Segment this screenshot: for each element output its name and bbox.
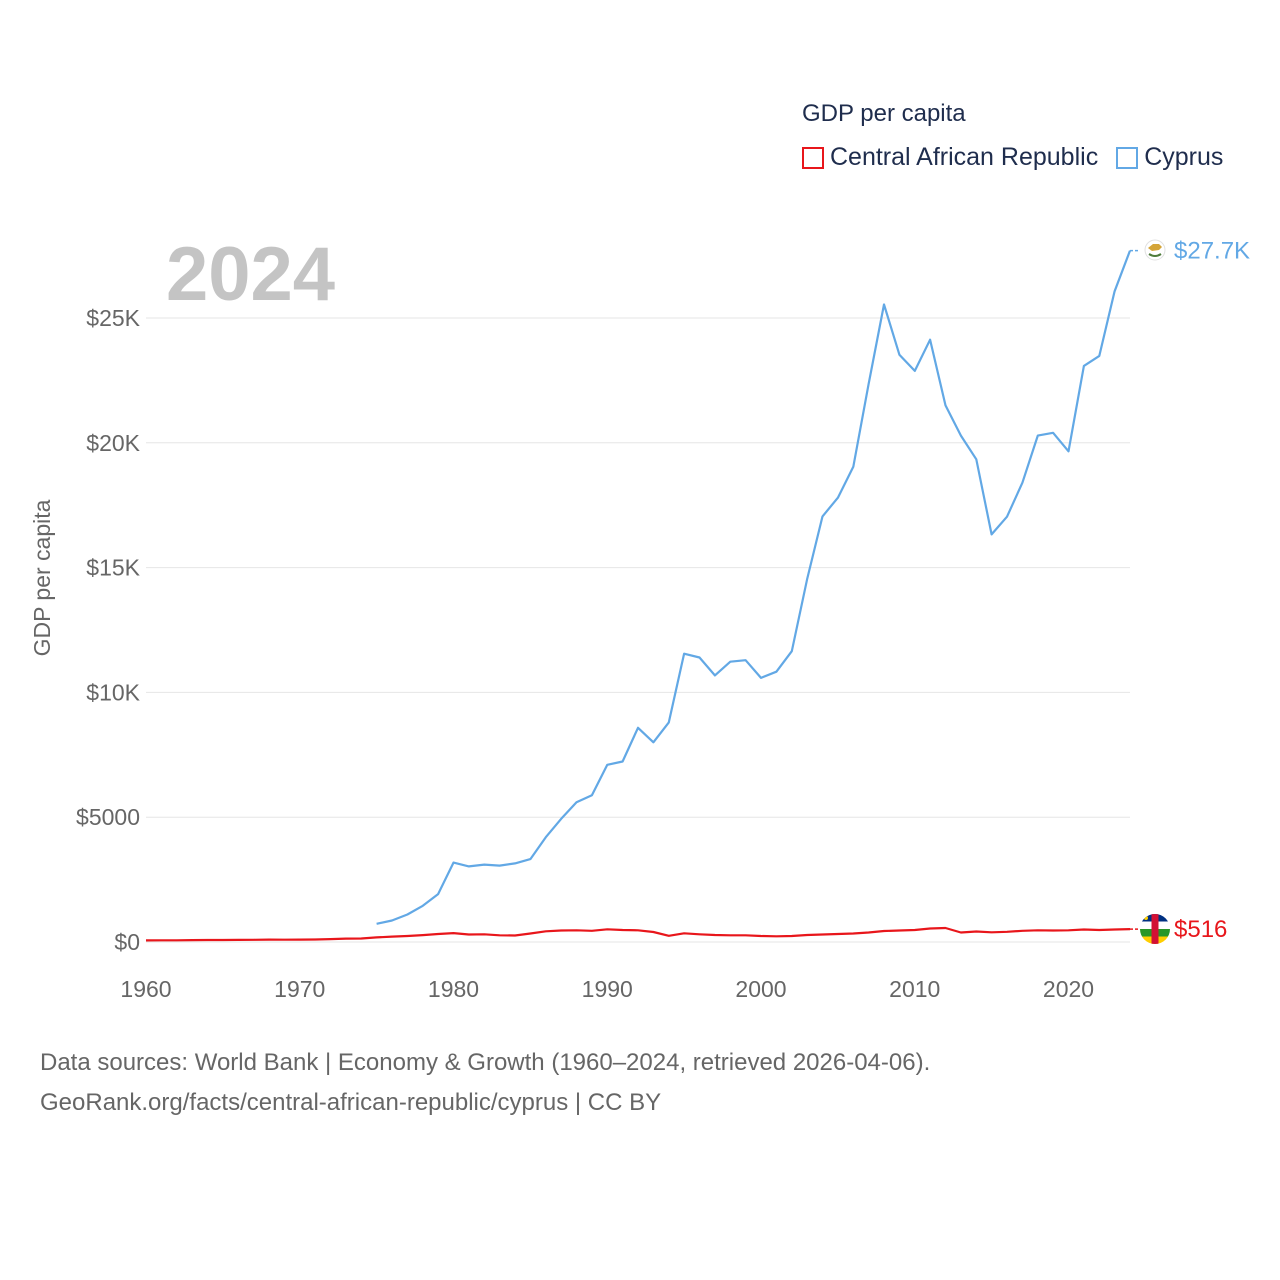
x-tick-label: 2000 — [735, 976, 786, 1002]
x-tick-labels: 1960 1970 1980 1990 2000 2010 2020 — [120, 976, 1094, 1002]
y-tick-label: $20K — [86, 430, 140, 456]
legend-label-cyprus: Cyprus — [1144, 143, 1224, 171]
gridlines — [146, 317, 1130, 943]
source-line-1: Data sources: World Bank | Economy & Gro… — [40, 1049, 931, 1076]
x-tick-label: 2020 — [1043, 976, 1094, 1002]
y-tick-label: $15K — [86, 555, 140, 581]
legend-swatch-central-african-republic — [802, 146, 824, 169]
series-lines — [145, 249, 1140, 942]
y-tick-labels: $0 $5000 $10K $15K $20K $25K — [76, 305, 141, 955]
legend-swatch-cyprus — [1116, 146, 1139, 169]
x-tick-label: 1970 — [274, 976, 325, 1002]
legend-item-central-african-republic[interactable]: Central African Republic — [802, 143, 1098, 172]
y-tick-label: $5000 — [76, 804, 140, 830]
legend-item-cyprus[interactable]: Cyprus — [1116, 143, 1223, 172]
end-label-central-african-republic: $516 — [1174, 916, 1227, 943]
y-axis-label: GDP per capita — [29, 499, 55, 656]
series-line-cyprus — [376, 250, 1132, 925]
legend-title: GDP per capita — [802, 100, 966, 127]
x-tick-label: 1960 — [120, 976, 171, 1002]
end-markers — [1140, 239, 1170, 944]
x-tick-label: 1990 — [582, 976, 633, 1002]
central-african-republic-flag-icon — [1140, 914, 1170, 944]
year-watermark: 2024 — [166, 232, 335, 317]
cyprus-flag-icon — [1144, 239, 1166, 261]
end-label-cyprus: $27.7K — [1174, 238, 1250, 265]
y-tick-label: $10K — [86, 679, 140, 705]
y-tick-label: $0 — [114, 929, 140, 955]
legend-label-central-african-republic: Central African Republic — [830, 143, 1099, 171]
x-tick-label: 1980 — [428, 976, 479, 1002]
data-source-note: Data sources: World Bank | Economy & Gro… — [40, 1043, 930, 1123]
x-tick-label: 2010 — [889, 976, 940, 1002]
legend: Central African Republic Cyprus — [802, 143, 1223, 172]
series-line-central-african-republic — [145, 926, 1131, 942]
end-labels: $516 $27.7K — [1174, 238, 1250, 944]
source-line-2[interactable]: GeoRank.org/facts/central-african-republ… — [40, 1089, 662, 1116]
y-tick-label: $25K — [86, 305, 140, 331]
